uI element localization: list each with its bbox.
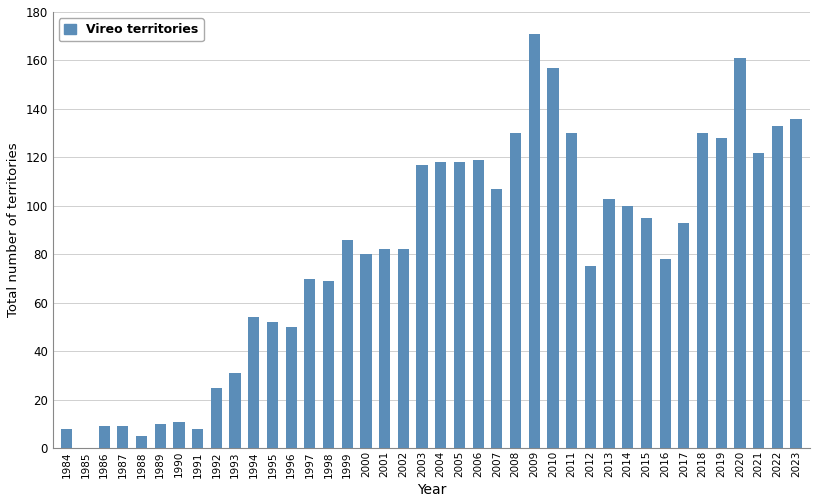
Bar [136, 436, 147, 448]
Bar [491, 189, 502, 448]
Bar [641, 218, 652, 448]
Bar [472, 160, 484, 448]
Bar [173, 421, 185, 448]
Bar [790, 118, 801, 448]
Bar [453, 162, 465, 448]
Bar [61, 429, 73, 448]
Bar [734, 58, 746, 448]
Bar [678, 223, 690, 448]
Bar [360, 255, 372, 448]
Bar [566, 133, 578, 448]
Bar [230, 373, 241, 448]
Y-axis label: Total number of territories: Total number of territories [7, 143, 20, 318]
Bar [379, 249, 391, 448]
Bar [547, 68, 559, 448]
Bar [118, 426, 128, 448]
Bar [304, 279, 315, 448]
Bar [398, 249, 409, 448]
Bar [435, 162, 446, 448]
Bar [342, 240, 353, 448]
Bar [192, 429, 203, 448]
Bar [267, 322, 278, 448]
Bar [211, 388, 222, 448]
Bar [154, 424, 166, 448]
Bar [99, 426, 109, 448]
Bar [622, 206, 633, 448]
Bar [659, 259, 671, 448]
Bar [510, 133, 521, 448]
Bar [604, 199, 614, 448]
Bar [585, 267, 596, 448]
Bar [529, 34, 540, 448]
Bar [772, 126, 783, 448]
Bar [248, 318, 259, 448]
Bar [417, 165, 427, 448]
Bar [286, 327, 297, 448]
Bar [753, 153, 764, 448]
Bar [716, 138, 727, 448]
Bar [697, 133, 708, 448]
X-axis label: Year: Year [417, 483, 446, 497]
Bar [323, 281, 334, 448]
Legend: Vireo territories: Vireo territories [59, 18, 203, 41]
